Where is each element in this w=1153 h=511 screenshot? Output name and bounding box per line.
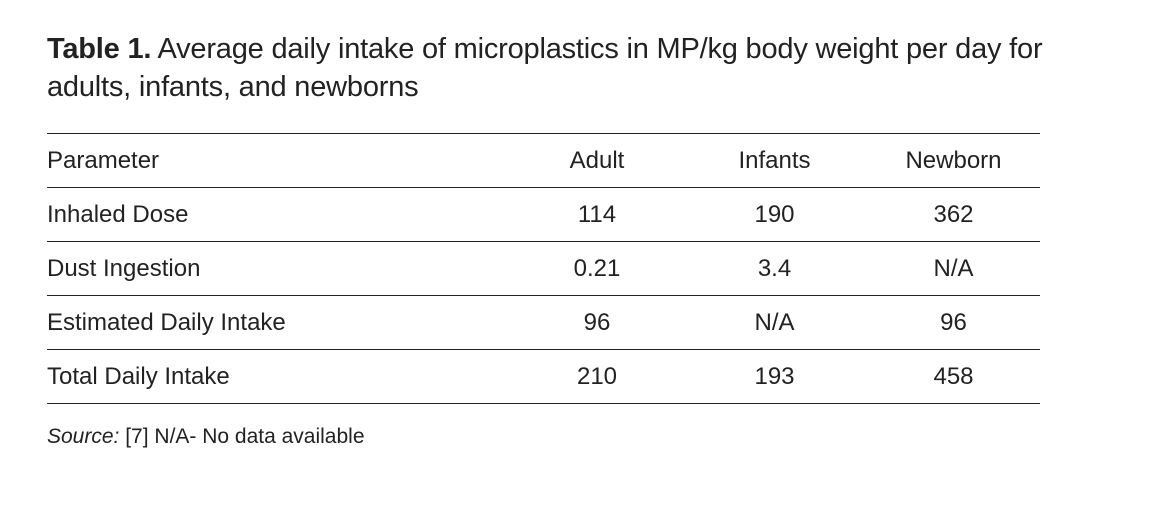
- header-parameter: Parameter: [47, 146, 160, 174]
- row-parameter: Inhaled Dose: [47, 200, 189, 228]
- cell-infants: 193: [754, 362, 795, 390]
- source-text: [7] N/A- No data available: [125, 425, 365, 448]
- row-parameter: Dust Ingestion: [47, 254, 201, 282]
- caption-text: Average daily intake of microplastics in…: [47, 33, 1043, 103]
- intake-table: Parameter Adult Infants Newborn Inhaled …: [47, 133, 1040, 404]
- cell-newborn: 96: [940, 308, 967, 336]
- cell-newborn: 362: [933, 200, 974, 228]
- cell-adult: 96: [583, 308, 611, 336]
- cell-infants: 3.4: [757, 254, 792, 282]
- table-caption: Table 1. Average daily intake of micropl…: [47, 30, 1057, 106]
- header-adult: Adult: [569, 146, 625, 174]
- table-row: Dust Ingestion 0.21 3.4 N/A: [47, 242, 1040, 296]
- cell-adult: 114: [577, 200, 617, 228]
- header-newborn: Newborn: [905, 146, 1002, 174]
- row-parameter: Estimated Daily Intake: [47, 308, 286, 336]
- table-header-row: Parameter Adult Infants Newborn: [47, 133, 1040, 188]
- cell-newborn: 458: [933, 362, 974, 390]
- header-infants: Infants: [738, 146, 811, 174]
- caption-label: Table 1.: [47, 33, 152, 65]
- cell-adult: 0.21: [573, 254, 621, 282]
- cell-newborn: N/A: [933, 254, 974, 282]
- row-parameter: Total Daily Intake: [47, 362, 230, 390]
- table-row: Total Daily Intake 210 193 458: [47, 350, 1040, 404]
- table-footnote: Source: [7] N/A- No data available: [47, 424, 365, 450]
- source-label: Source:: [47, 425, 120, 448]
- cell-infants: N/A: [754, 308, 795, 336]
- intake-table-container: Parameter Adult Infants Newborn Inhaled …: [47, 133, 1040, 404]
- cell-infants: 190: [754, 200, 795, 228]
- cell-adult: 210: [576, 362, 618, 390]
- table-row: Inhaled Dose 114 190 362: [47, 188, 1040, 242]
- table-row: Estimated Daily Intake 96 N/A 96: [47, 296, 1040, 350]
